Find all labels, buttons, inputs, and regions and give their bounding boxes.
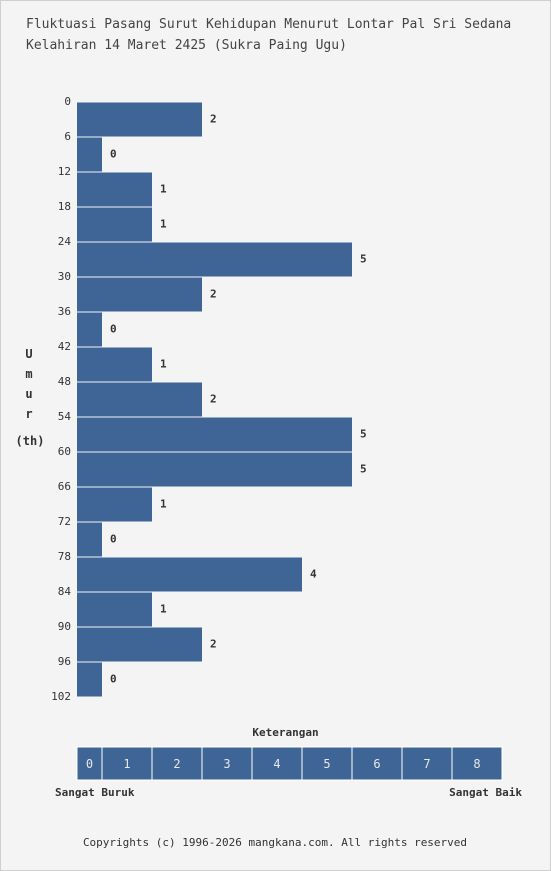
value-label: 5: [360, 463, 367, 476]
y-tick-label: 60: [58, 445, 71, 458]
bar: [77, 207, 152, 242]
value-label: 0: [110, 533, 117, 546]
value-label: 5: [360, 428, 367, 441]
bar: [77, 102, 202, 137]
y-tick-label: 0: [64, 95, 71, 108]
y-tick-label: 72: [58, 515, 71, 528]
value-label: 1: [160, 218, 167, 231]
value-label: 2: [210, 113, 217, 126]
legend-level: 4: [273, 757, 280, 771]
y-tick-label: 12: [58, 165, 71, 178]
y-tick-label: 96: [58, 655, 71, 668]
value-label: 5: [360, 253, 367, 266]
bar: [77, 627, 202, 662]
legend-box: [101, 746, 153, 781]
chart-subtitle: Kelahiran 14 Maret 2425 (Sukra Paing Ugu…: [26, 38, 347, 53]
value-label: 1: [160, 358, 167, 371]
bar: [77, 452, 352, 487]
legend-box: [451, 746, 503, 781]
value-label: 1: [160, 603, 167, 616]
y-tick-label: 42: [58, 340, 71, 353]
y-tick-label: 90: [58, 620, 71, 633]
value-label: 0: [110, 148, 117, 161]
y-tick-label: 18: [58, 200, 71, 213]
y-tick-label: 54: [58, 410, 72, 423]
legend-level: 1: [123, 757, 130, 771]
legend-box: [351, 746, 403, 781]
bar: [77, 277, 202, 312]
footer: Copyrights (c) 1996-2026 mangkana.com. A…: [83, 836, 467, 849]
y-tick-label: 66: [58, 480, 71, 493]
value-label: 1: [160, 183, 167, 196]
bar: [77, 242, 352, 277]
legend-high-label: Sangat Baik: [449, 786, 522, 799]
legend-level: 7: [423, 757, 430, 771]
bar: [77, 487, 152, 522]
legend-level: 2: [173, 757, 180, 771]
y-tick-label: 30: [58, 270, 71, 283]
chart-title: Fluktuasi Pasang Surut Kehidupan Menurut…: [26, 17, 511, 32]
y-tick-label: 48: [58, 375, 71, 388]
value-label: 2: [210, 638, 217, 651]
y-tick-label: 36: [58, 305, 71, 318]
value-label: 2: [210, 393, 217, 406]
legend-box: [251, 746, 303, 781]
bar: [77, 662, 102, 697]
bar: [77, 137, 102, 172]
legend-box: [76, 746, 103, 781]
y-tick-label: 78: [58, 550, 71, 563]
legend-level: 6: [373, 757, 380, 771]
value-label: 1: [160, 498, 167, 511]
legend-level: 0: [86, 757, 93, 771]
y-axis-label: Umur: [25, 347, 33, 421]
legend-level: 3: [223, 757, 230, 771]
value-label: 0: [110, 673, 117, 686]
y-tick-label: 84: [58, 585, 72, 598]
legend-level: 5: [323, 757, 330, 771]
value-label: 4: [310, 568, 317, 581]
bar: [77, 172, 152, 207]
y-tick-label: 102: [51, 690, 71, 703]
legend-box: [151, 746, 203, 781]
y-tick-label: 6: [64, 130, 71, 143]
legend-low-label: Sangat Buruk: [55, 786, 135, 799]
y-tick-label: 24: [58, 235, 72, 248]
bar: [77, 312, 102, 347]
value-label: 0: [110, 323, 117, 336]
legend-title: Keterangan: [252, 726, 318, 739]
bar: [77, 347, 152, 382]
legend-level: 8: [473, 757, 480, 771]
bar: [77, 382, 202, 417]
value-label: 2: [210, 288, 217, 301]
legend-box: [401, 746, 453, 781]
bar: [77, 522, 102, 557]
y-axis-unit: (th): [15, 434, 45, 448]
legend-box: [301, 746, 353, 781]
bar: [77, 592, 152, 627]
bar: [77, 417, 352, 452]
bar: [77, 557, 302, 592]
